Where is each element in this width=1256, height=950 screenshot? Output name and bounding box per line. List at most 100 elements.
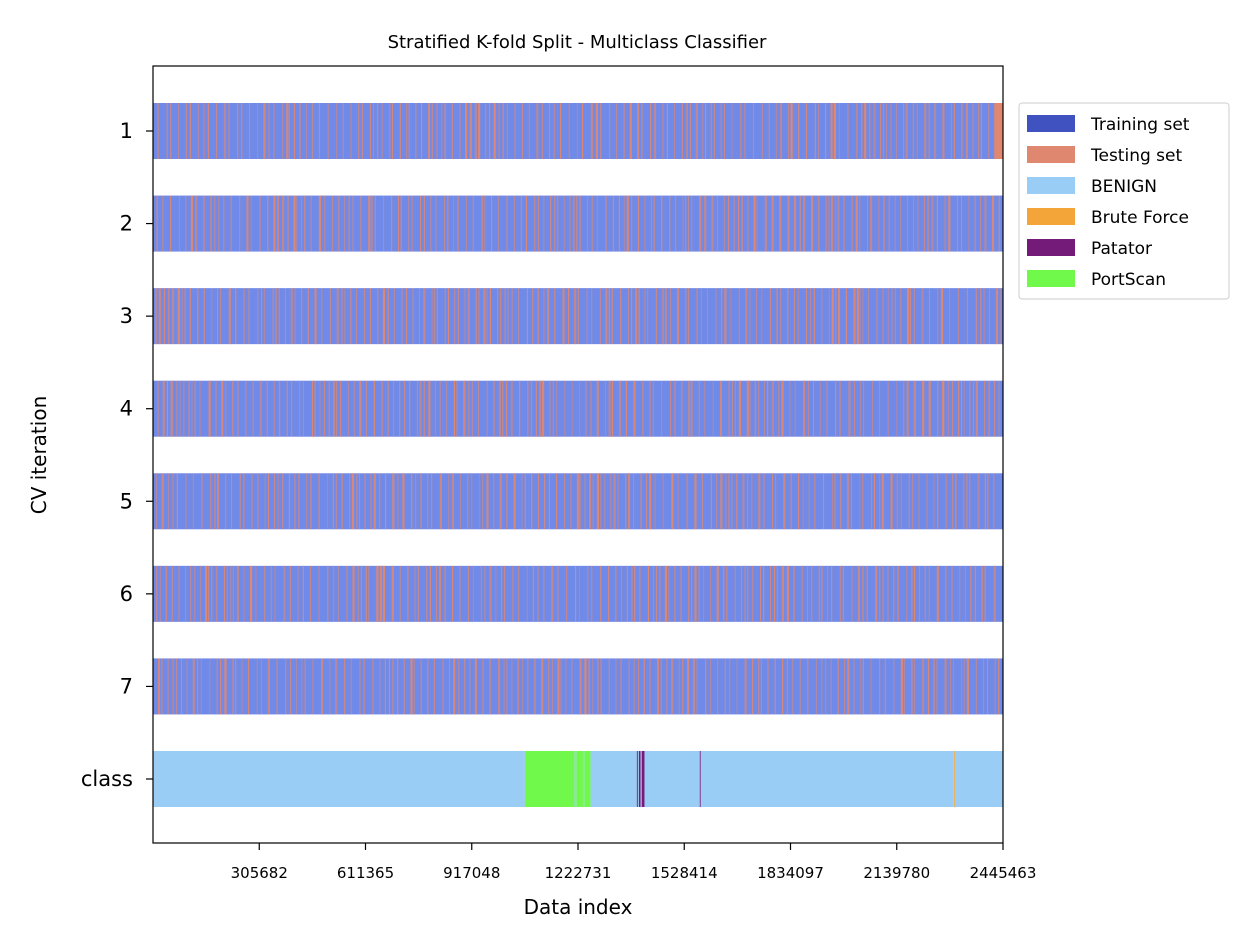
test-stripe xyxy=(171,288,175,345)
test-stripe xyxy=(928,288,930,345)
test-stripe xyxy=(936,195,938,252)
test-stripe xyxy=(465,195,467,252)
class-segment xyxy=(153,750,525,807)
test-stripe xyxy=(479,473,481,530)
test-stripe xyxy=(758,380,760,437)
test-stripe xyxy=(274,473,276,530)
test-stripe xyxy=(543,565,545,622)
test-stripe xyxy=(245,380,247,437)
test-stripe xyxy=(611,380,613,437)
test-stripe xyxy=(670,288,672,345)
test-stripe xyxy=(434,288,436,345)
test-stripe xyxy=(813,288,815,345)
test-stripe xyxy=(537,288,539,345)
test-stripe xyxy=(618,195,620,252)
test-stripe xyxy=(758,658,760,715)
test-stripe xyxy=(457,195,459,252)
test-stripe xyxy=(747,473,749,530)
test-stripe xyxy=(382,565,385,622)
test-stripe xyxy=(489,658,492,715)
test-stripe xyxy=(531,473,533,530)
test-stripe xyxy=(519,380,521,437)
test-stripe xyxy=(408,103,410,159)
test-stripe xyxy=(518,565,520,622)
test-stripe xyxy=(563,195,565,252)
test-stripe xyxy=(831,473,833,530)
test-stripe xyxy=(682,195,684,252)
test-stripe xyxy=(694,565,697,622)
test-stripe xyxy=(620,658,622,715)
test-stripe xyxy=(365,565,367,622)
test-stripe xyxy=(749,288,751,345)
test-stripe xyxy=(263,103,266,159)
test-stripe xyxy=(653,195,655,252)
test-stripe xyxy=(591,288,593,345)
test-stripe xyxy=(674,380,676,437)
test-stripe xyxy=(897,565,899,622)
test-stripe xyxy=(596,380,599,437)
test-stripe xyxy=(504,288,506,345)
test-stripe xyxy=(397,473,399,530)
test-stripe xyxy=(900,195,902,252)
test-stripe xyxy=(625,380,627,437)
test-stripe xyxy=(933,473,935,530)
test-stripe xyxy=(401,288,403,345)
test-stripe xyxy=(701,473,703,530)
test-stripe xyxy=(533,658,536,715)
test-stripe xyxy=(324,195,326,252)
test-stripe xyxy=(372,658,374,715)
test-stripe xyxy=(649,473,652,530)
test-stripe xyxy=(859,195,861,252)
legend-swatch xyxy=(1027,177,1075,194)
test-stripe xyxy=(884,658,886,715)
test-stripe xyxy=(923,195,925,252)
test-stripe xyxy=(961,380,963,437)
test-stripe xyxy=(906,288,910,345)
legend-swatch xyxy=(1027,146,1075,163)
test-stripe xyxy=(273,103,275,159)
test-stripe xyxy=(682,658,684,715)
test-stripe xyxy=(381,380,383,437)
test-stripe xyxy=(807,565,809,622)
test-stripe xyxy=(937,288,939,345)
test-stripe xyxy=(297,565,299,622)
test-stripe xyxy=(444,195,446,252)
test-stripe xyxy=(216,658,218,715)
test-stripe xyxy=(856,288,859,345)
test-stripe xyxy=(700,288,702,345)
test-stripe xyxy=(656,565,658,622)
test-stripe xyxy=(668,565,670,622)
test-stripe xyxy=(863,380,865,437)
test-stripe xyxy=(756,195,758,252)
test-stripe xyxy=(472,195,474,252)
class-segment xyxy=(636,750,638,807)
test-stripe xyxy=(373,380,375,437)
test-stripe xyxy=(828,195,830,252)
test-stripe xyxy=(677,473,679,530)
test-stripe xyxy=(931,195,934,252)
test-stripe xyxy=(267,195,269,252)
test-stripe xyxy=(776,288,778,345)
test-stripe xyxy=(413,658,415,715)
test-stripe xyxy=(691,565,693,622)
test-stripe xyxy=(839,565,841,622)
test-stripe xyxy=(586,288,588,345)
test-stripe xyxy=(210,473,212,530)
test-stripe xyxy=(323,380,325,437)
x-tick-label: 917048 xyxy=(443,864,500,882)
test-stripe xyxy=(388,658,390,715)
test-stripe xyxy=(220,658,222,715)
test-stripe xyxy=(621,565,623,622)
x-axis: 305682 611365 917048 1222731 1528414 1834097 2… xyxy=(231,843,1036,882)
test-stripe xyxy=(493,380,495,437)
test-stripe xyxy=(350,288,352,345)
test-stripe xyxy=(956,195,958,252)
test-stripe xyxy=(589,473,592,530)
test-stripe xyxy=(341,473,343,530)
test-stripe xyxy=(532,565,534,622)
test-stripe xyxy=(944,195,946,252)
test-stripe xyxy=(838,103,840,159)
x-tick-label: 611365 xyxy=(337,864,394,882)
test-stripe xyxy=(419,380,422,437)
test-stripe xyxy=(716,195,718,252)
